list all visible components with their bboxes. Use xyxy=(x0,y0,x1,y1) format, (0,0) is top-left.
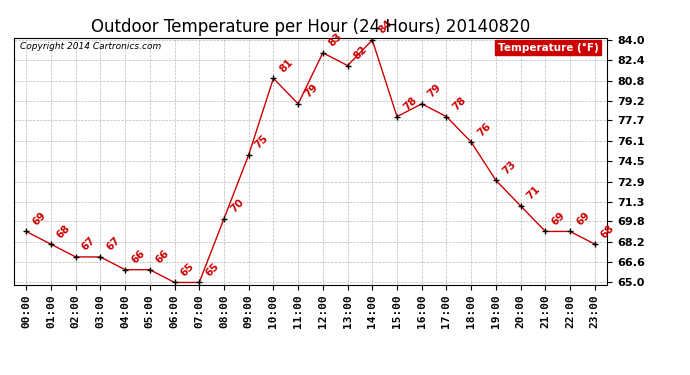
Text: 69: 69 xyxy=(549,210,566,227)
Text: 66: 66 xyxy=(154,248,171,266)
Text: Temperature (°F): Temperature (°F) xyxy=(497,42,598,52)
Text: 75: 75 xyxy=(253,133,270,151)
Text: 82: 82 xyxy=(352,44,369,62)
Text: 69: 69 xyxy=(30,210,48,227)
Text: 68: 68 xyxy=(599,223,616,240)
Text: 79: 79 xyxy=(426,82,443,100)
Text: 78: 78 xyxy=(451,95,468,112)
Text: 66: 66 xyxy=(129,248,146,266)
Text: 73: 73 xyxy=(500,159,518,176)
Text: 65: 65 xyxy=(179,261,196,278)
Text: 71: 71 xyxy=(525,184,542,202)
Text: 83: 83 xyxy=(327,32,344,49)
Text: 69: 69 xyxy=(574,210,591,227)
Text: Copyright 2014 Cartronics.com: Copyright 2014 Cartronics.com xyxy=(20,42,161,51)
Text: 70: 70 xyxy=(228,197,246,214)
Text: 65: 65 xyxy=(204,261,221,278)
Text: 79: 79 xyxy=(302,82,319,100)
Text: 81: 81 xyxy=(277,57,295,74)
Text: 84: 84 xyxy=(377,18,394,36)
Text: 78: 78 xyxy=(401,95,419,112)
Text: 67: 67 xyxy=(80,236,97,253)
Text: 76: 76 xyxy=(475,120,493,138)
Text: 68: 68 xyxy=(55,223,72,240)
Title: Outdoor Temperature per Hour (24 Hours) 20140820: Outdoor Temperature per Hour (24 Hours) … xyxy=(91,18,530,36)
Text: 67: 67 xyxy=(104,236,122,253)
